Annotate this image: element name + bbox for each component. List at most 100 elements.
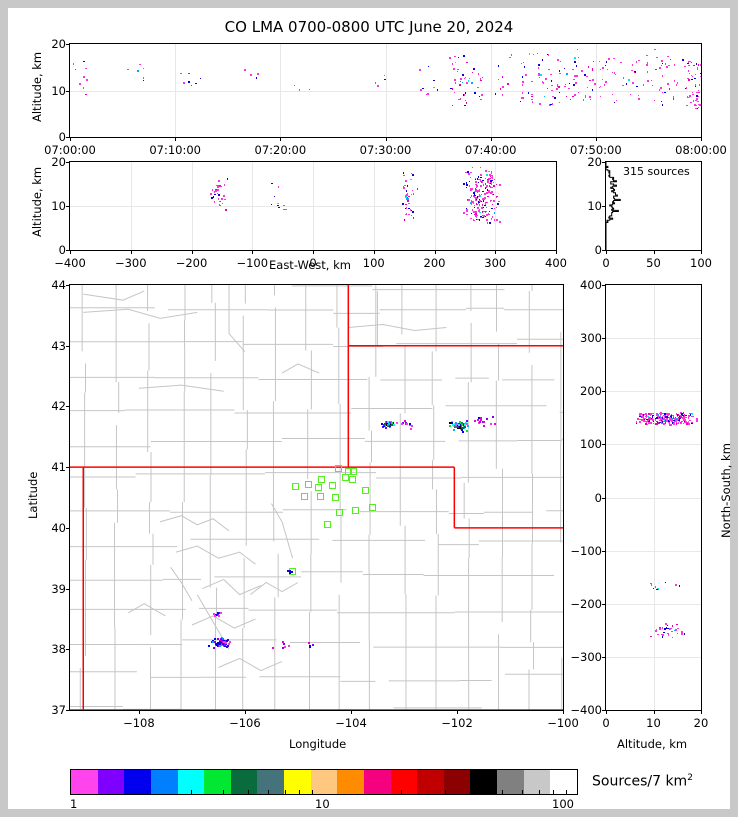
source-density-pixel [213,637,216,640]
source-point [666,420,669,422]
panel-altitude-histogram[interactable]: 315 sources [605,161,702,251]
source-point [635,422,638,424]
source-point [482,190,484,193]
source-density-pixel [483,424,486,427]
panel-time-height[interactable] [69,43,702,138]
source-point [478,201,480,203]
county-boundary [202,578,262,596]
source-point [454,82,457,84]
axis-ticklabel-x: −104 [335,716,367,730]
source-point [690,74,693,77]
colorbar-segment [230,770,258,794]
source-point [478,95,481,98]
source-point [680,415,682,417]
source-point [484,201,487,203]
source-point [83,60,85,63]
source-point [488,170,490,172]
source-point [499,88,501,90]
panel-plan-view-map-xlabel: Longitude [289,737,347,751]
source-point [459,84,461,86]
source-point [463,212,465,214]
source-point [687,70,690,72]
source-density-pixel [463,422,466,425]
colorbar-segment [443,770,471,794]
source-point [466,61,468,64]
source-point [687,421,690,423]
county-boundary [138,384,224,392]
source-point [665,66,668,69]
colorbar-segment [417,770,444,794]
source-point [484,193,486,195]
source-point [665,623,667,625]
source-point [528,53,531,55]
axis-ticklabel-x: 07:40:00 [464,143,517,157]
source-point [486,185,488,187]
county-boundary [170,567,193,601]
source-density-pixel [463,425,466,428]
source-point [537,67,540,69]
panel-north-south-height-ylabel: North-South, km [719,443,733,538]
source-point [670,424,672,426]
source-point [478,199,481,201]
source-point [454,55,456,57]
source-point [479,178,481,181]
source-point [180,72,182,75]
source-point [655,630,657,632]
axis-ticklabel-x: 20 [693,716,709,730]
colorbar-gradient[interactable] [70,769,578,795]
colorbar-wrap[interactable] [70,769,578,795]
source-point [664,422,666,424]
source-point [629,93,632,96]
source-point [502,86,504,88]
source-point [695,63,698,65]
source-point [685,87,688,89]
source-point [541,81,544,83]
source-density-pixel [460,425,463,427]
source-point [420,89,422,91]
source-point [660,417,662,420]
source-point [538,74,540,76]
source-point [661,417,663,419]
source-point [664,63,667,65]
lma-station-marker [335,464,343,472]
source-point [402,172,405,174]
source-point [552,95,554,98]
source-point [569,98,572,101]
source-point [477,207,479,209]
source-point [599,85,602,88]
source-point [484,215,486,218]
source-point [480,176,482,178]
source-point [603,84,606,86]
source-point [674,418,676,420]
source-point [487,190,490,192]
source-point [645,413,647,415]
source-point [471,209,473,211]
source-point [646,423,649,426]
source-point [673,423,675,425]
source-point [575,82,577,84]
source-point [575,65,578,67]
panel-north-south-height[interactable] [605,284,702,711]
lma-station-marker [316,492,324,500]
source-point [635,61,638,63]
source-point [542,82,545,84]
source-point [374,82,376,84]
panel-plan-view-map[interactable] [69,284,564,711]
county-boundary [348,323,447,332]
source-point [214,193,216,195]
county-boundary [218,657,283,672]
source-point [550,103,552,106]
source-point [667,419,669,422]
source-point [497,78,500,80]
panel-east-west-height[interactable] [69,161,557,251]
colorbar-segment [390,770,418,794]
source-point [653,99,656,101]
source-point [474,181,477,183]
source-point [697,64,699,66]
source-point [480,98,482,101]
source-point [666,66,668,68]
source-point [661,91,664,94]
source-point [676,632,679,635]
source-point [572,95,574,98]
source-point [491,175,493,177]
